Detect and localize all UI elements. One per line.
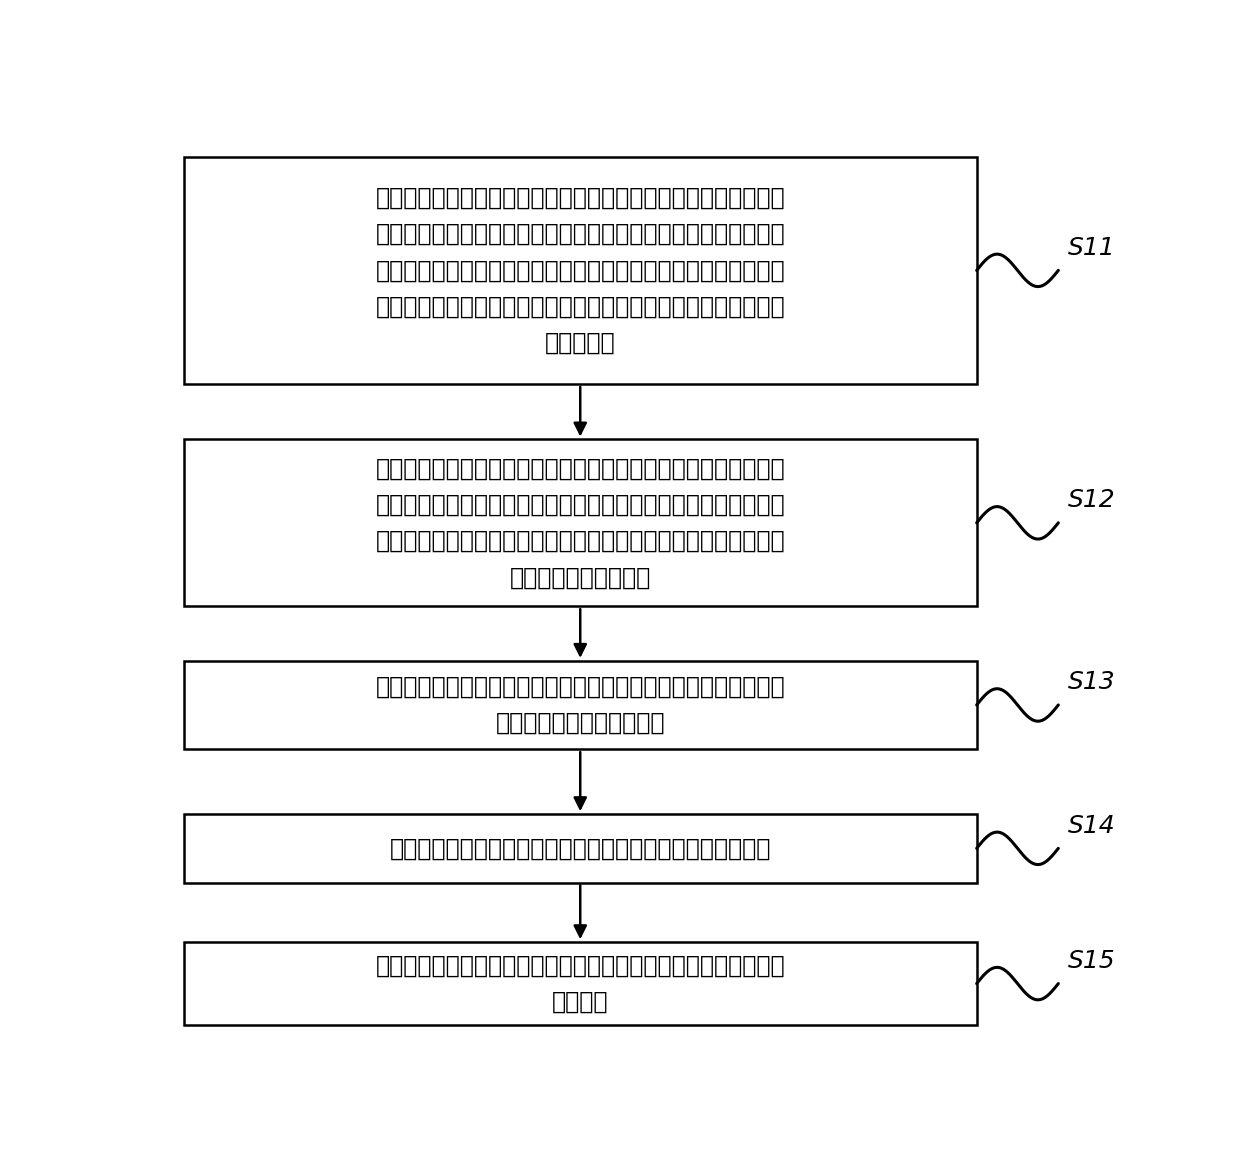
Text: S15: S15	[1068, 949, 1116, 973]
Text: 根据所述待连接顶部过梁模型的生成线和所述待连接顶部过梁模型
的表面信息，从所述待连接顶部过梁模型的表面中确定出与所述待
连接顶部过梁模型的生成线距离最大的待投影: 根据所述待连接顶部过梁模型的生成线和所述待连接顶部过梁模型 的表面信息，从所述待…	[376, 457, 785, 589]
Text: S13: S13	[1068, 671, 1116, 694]
Text: 将所述待连接顶部过梁模型的生成线在所述待投影表面进行投影，
得到所述连接节点的生成点: 将所述待连接顶部过梁模型的生成线在所述待投影表面进行投影， 得到所述连接节点的生…	[376, 674, 785, 735]
FancyBboxPatch shape	[184, 943, 977, 1025]
Text: S11: S11	[1068, 235, 1116, 260]
Text: S12: S12	[1068, 488, 1116, 512]
FancyBboxPatch shape	[184, 814, 977, 883]
Text: 获取待连接顶部过梁模型和待连接立柱模型；其中，所述待连接顶
部过梁模型为待连接组合过梁模型中的一个龙骨模型，所述待连接
立柱模型为待连接组合立柱模型中的一个龙骨: 获取待连接顶部过梁模型和待连接立柱模型；其中，所述待连接顶 部过梁模型为待连接组…	[376, 186, 785, 355]
Text: S14: S14	[1068, 814, 1116, 837]
Text: 根据所述连接节点的生成点和所述连接节点的生成方向，生成所述
连接节点: 根据所述连接节点的生成点和所述连接节点的生成方向，生成所述 连接节点	[376, 953, 785, 1014]
FancyBboxPatch shape	[184, 439, 977, 607]
FancyBboxPatch shape	[184, 157, 977, 384]
Text: 根据所述待连接立柱模型的位姿确定所述连接节点的生成方向: 根据所述待连接立柱模型的位姿确定所述连接节点的生成方向	[389, 836, 771, 861]
FancyBboxPatch shape	[184, 660, 977, 749]
